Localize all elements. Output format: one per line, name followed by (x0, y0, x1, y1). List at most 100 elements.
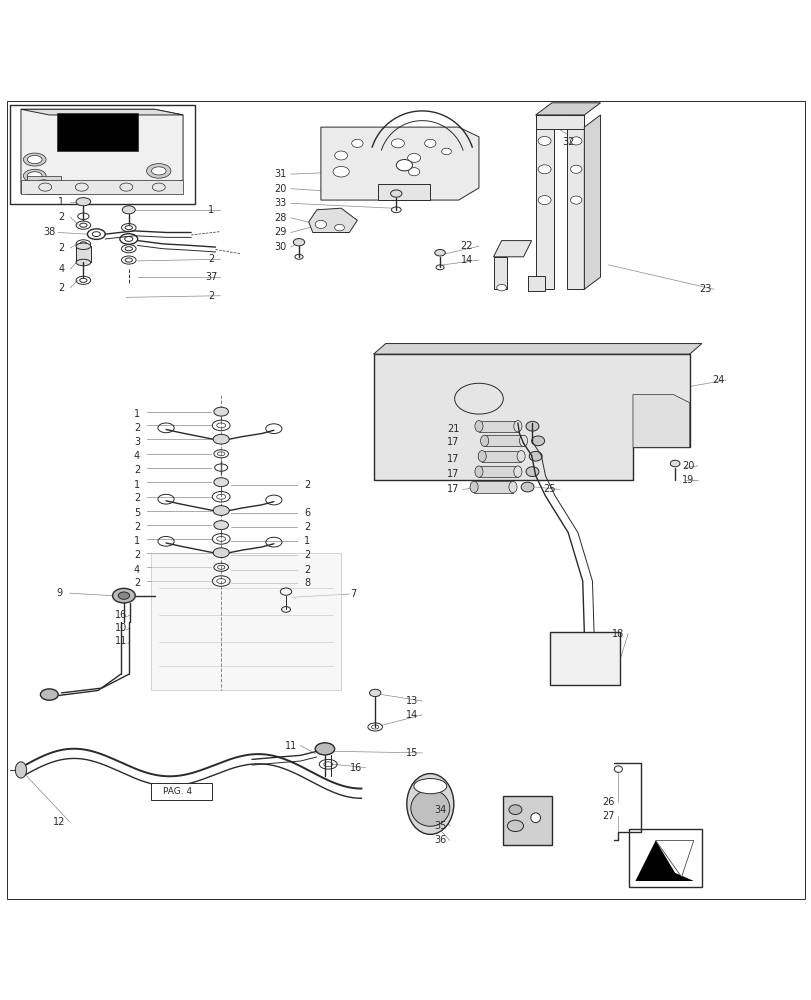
Ellipse shape (76, 259, 91, 266)
Polygon shape (566, 115, 584, 289)
Text: 8: 8 (303, 578, 310, 588)
Ellipse shape (24, 153, 46, 166)
Ellipse shape (315, 220, 326, 228)
Polygon shape (373, 344, 701, 354)
Polygon shape (633, 395, 689, 447)
Ellipse shape (28, 172, 42, 180)
Text: 1: 1 (134, 409, 139, 419)
Text: 36: 36 (433, 835, 445, 845)
Ellipse shape (530, 813, 540, 823)
Polygon shape (493, 241, 531, 257)
Text: 20: 20 (274, 184, 286, 194)
Ellipse shape (41, 689, 58, 700)
Text: 3: 3 (134, 437, 139, 447)
Polygon shape (584, 115, 600, 289)
Text: 17: 17 (446, 469, 459, 479)
Polygon shape (535, 103, 600, 115)
Text: 11: 11 (114, 636, 127, 646)
Polygon shape (308, 208, 357, 232)
Ellipse shape (391, 139, 404, 148)
Text: 2: 2 (58, 283, 65, 293)
Text: 1: 1 (134, 480, 139, 490)
Ellipse shape (474, 421, 483, 432)
Text: PAG. 4: PAG. 4 (163, 787, 191, 796)
Text: 1: 1 (208, 205, 214, 215)
Text: 14: 14 (460, 255, 472, 265)
Ellipse shape (334, 151, 347, 160)
Ellipse shape (434, 250, 444, 256)
Polygon shape (535, 115, 584, 129)
Ellipse shape (147, 164, 170, 178)
Ellipse shape (526, 421, 539, 431)
Text: 28: 28 (274, 213, 286, 223)
Polygon shape (503, 796, 551, 845)
Text: 16: 16 (114, 610, 127, 620)
Text: 9: 9 (56, 588, 62, 598)
Polygon shape (320, 127, 478, 200)
Ellipse shape (496, 284, 506, 291)
Ellipse shape (410, 790, 449, 826)
Ellipse shape (408, 168, 419, 176)
Ellipse shape (76, 243, 91, 250)
Ellipse shape (529, 451, 542, 461)
Text: 19: 19 (681, 475, 693, 485)
Ellipse shape (212, 548, 229, 558)
Ellipse shape (513, 466, 521, 477)
Text: 4: 4 (134, 565, 139, 575)
Ellipse shape (213, 478, 228, 487)
Polygon shape (482, 451, 521, 462)
Text: 2: 2 (208, 254, 214, 264)
Ellipse shape (470, 481, 478, 493)
Ellipse shape (424, 139, 436, 147)
Polygon shape (493, 257, 507, 289)
Ellipse shape (570, 196, 581, 204)
Ellipse shape (570, 137, 581, 145)
Polygon shape (484, 435, 523, 446)
Bar (76, 246, 91, 262)
Ellipse shape (315, 743, 334, 755)
Ellipse shape (519, 435, 527, 446)
Text: 2: 2 (134, 522, 139, 532)
Text: 1: 1 (58, 197, 64, 207)
Text: 6: 6 (303, 508, 310, 518)
Text: 2: 2 (134, 550, 139, 560)
Text: 17: 17 (446, 437, 459, 447)
Ellipse shape (441, 148, 451, 155)
Text: 1: 1 (134, 536, 139, 546)
Text: 11: 11 (285, 741, 297, 751)
Text: 32: 32 (561, 137, 573, 147)
Polygon shape (635, 840, 693, 881)
Text: 7: 7 (350, 589, 356, 599)
Ellipse shape (414, 779, 446, 794)
Text: 14: 14 (406, 710, 418, 720)
Ellipse shape (517, 451, 525, 462)
Ellipse shape (531, 436, 544, 446)
Polygon shape (21, 109, 182, 115)
Ellipse shape (538, 196, 551, 205)
Text: 2: 2 (58, 243, 65, 253)
Text: 2: 2 (303, 480, 310, 490)
Ellipse shape (15, 762, 27, 778)
Text: 2: 2 (134, 423, 139, 433)
Text: 17: 17 (446, 484, 459, 494)
Text: 13: 13 (406, 696, 418, 706)
Ellipse shape (538, 136, 551, 145)
Text: 17: 17 (446, 454, 459, 464)
Ellipse shape (538, 165, 551, 174)
Polygon shape (478, 421, 517, 432)
Text: 33: 33 (274, 198, 286, 208)
Text: 15: 15 (406, 748, 418, 758)
Text: 24: 24 (711, 375, 723, 385)
Polygon shape (474, 481, 513, 493)
Ellipse shape (390, 190, 401, 197)
Ellipse shape (24, 169, 46, 182)
Ellipse shape (212, 506, 229, 515)
Ellipse shape (406, 774, 453, 834)
Ellipse shape (122, 206, 135, 214)
Ellipse shape (351, 139, 363, 147)
Text: 31: 31 (274, 169, 286, 179)
Ellipse shape (334, 224, 344, 231)
Text: 35: 35 (433, 821, 446, 831)
Bar (629, 829, 701, 887)
Text: 21: 21 (446, 424, 459, 434)
